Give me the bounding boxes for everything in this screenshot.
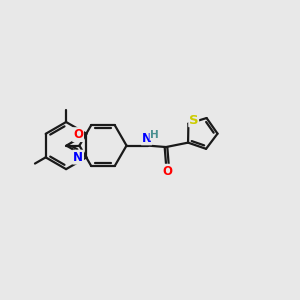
Text: H: H: [150, 130, 159, 140]
Text: S: S: [189, 114, 199, 127]
Text: N: N: [73, 151, 83, 164]
Text: O: O: [163, 165, 172, 178]
Text: N: N: [142, 132, 152, 145]
Text: O: O: [73, 128, 83, 141]
